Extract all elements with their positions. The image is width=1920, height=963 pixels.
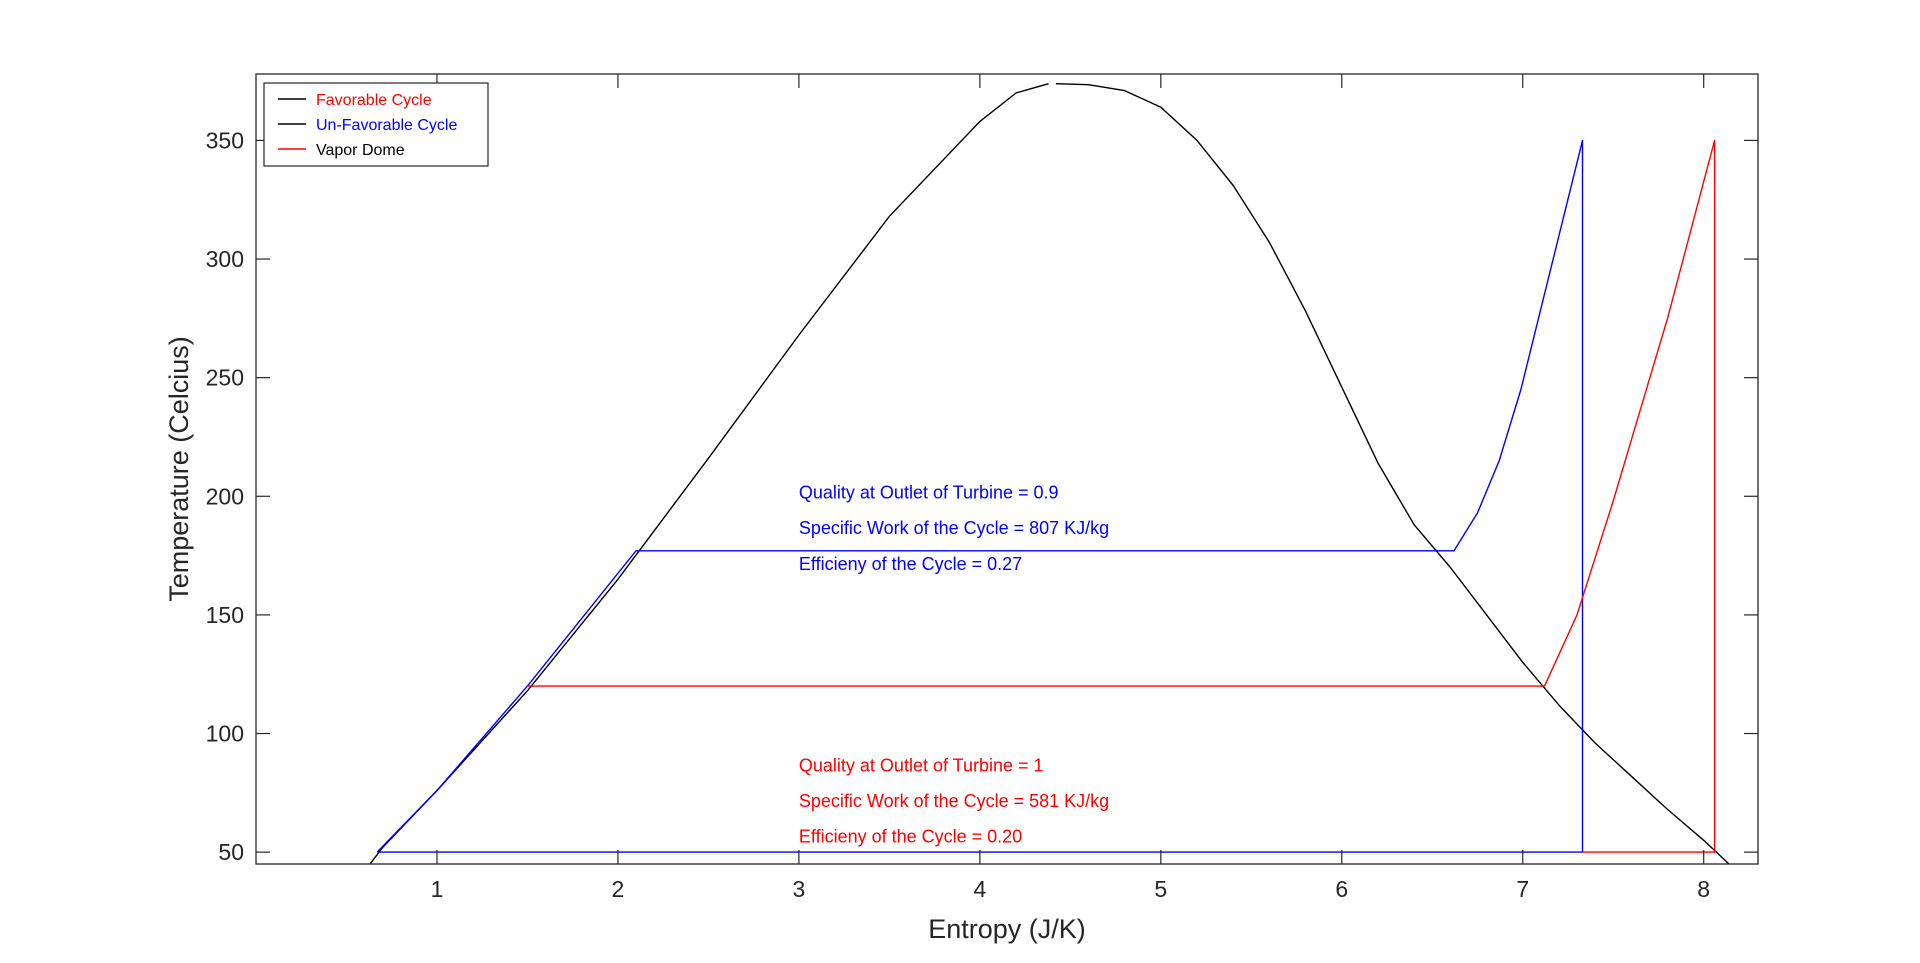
x-tick-label: 7 [1516, 876, 1529, 902]
y-tick-label: 200 [206, 483, 244, 509]
axes-frame [255, 73, 1759, 865]
x-tick-label: 8 [1697, 876, 1710, 902]
annotation-text: Efficieny of the Cycle = 0.27 [799, 554, 1022, 574]
legend-entry-label: Favorable Cycle [316, 92, 432, 109]
annotation-text: Quality at Outlet of Turbine = 0.9 [799, 483, 1059, 503]
plot-area [369, 83, 1730, 865]
x-tick-label: 2 [612, 876, 625, 902]
x-tick-label: 4 [973, 876, 986, 902]
series-line-1 [369, 83, 1049, 865]
series-line-4 [527, 139, 1716, 853]
y-axis-label: Temperature (Celcius) [164, 336, 194, 602]
annotation-text: Quality at Outlet of Turbine = 1 [799, 755, 1044, 775]
annotations-layer: Quality at Outlet of Turbine = 0.9 Specif… [799, 483, 1109, 847]
y-tick-label: 50 [218, 839, 244, 865]
x-tick-label: 5 [1154, 876, 1167, 902]
y-tick-label: 150 [206, 602, 244, 628]
series-line-2 [1055, 83, 1730, 865]
annotation-text: Specific Work of the Cycle = 581 KJ/kg [799, 791, 1109, 811]
ticks-layer: 1 2 3 4 5 6 7 8 50 100 150 200 250 300 350 [206, 74, 1758, 902]
x-tick-label: 3 [792, 876, 805, 902]
x-tick-label: 1 [431, 876, 444, 902]
series-line-3 [376, 139, 1584, 853]
x-tick-label: 6 [1335, 876, 1348, 902]
y-tick-label: 300 [206, 246, 244, 272]
axes-box [255, 73, 1759, 865]
legend: Favorable Cycle Un-Favorable Cycle Vapor D… [263, 82, 489, 167]
x-axis-label: Entropy (J/K) [928, 914, 1086, 944]
legend-entry-label: Un-Favorable Cycle [316, 117, 457, 134]
annotation-text: Specific Work of the Cycle = 807 KJ/kg [799, 518, 1109, 538]
y-tick-label: 250 [206, 365, 244, 391]
legend-entry-label: Vapor Dome [316, 142, 405, 159]
y-tick-label: 100 [206, 721, 244, 747]
annotation-text: Efficieny of the Cycle = 0.20 [799, 827, 1022, 847]
y-tick-label: 350 [206, 127, 244, 153]
